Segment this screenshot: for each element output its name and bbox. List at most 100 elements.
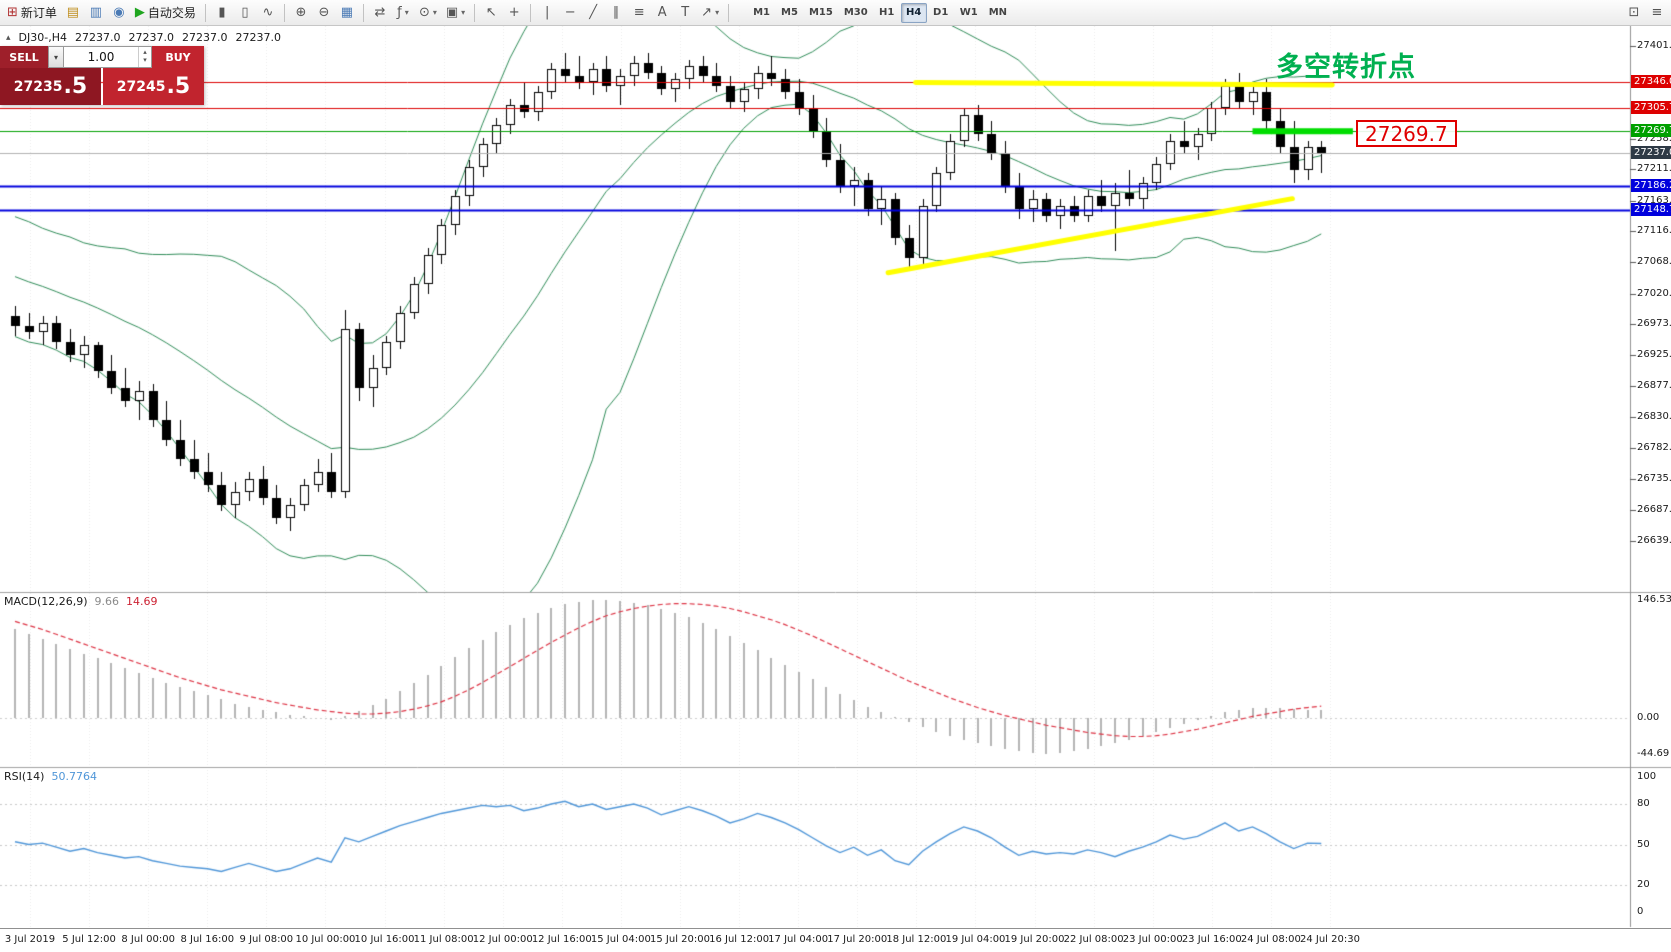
tf-w1[interactable]: W1 xyxy=(959,7,978,18)
price-tick-label: 27258.0 xyxy=(1637,133,1671,144)
autotrading-button[interactable]: ▶ 自动交易 xyxy=(131,2,200,24)
sell-button[interactable]: SELL xyxy=(0,46,48,68)
time-tick-label: 17 Jul 04:00 xyxy=(768,934,829,945)
rsi-scale-label: 0 xyxy=(1637,906,1644,917)
toolbar-separator xyxy=(728,3,730,22)
market-watch-button[interactable]: ▤ xyxy=(62,2,84,24)
stepper-up-icon[interactable]: ▴ xyxy=(143,48,147,57)
price-tick-label: 26735.0 xyxy=(1637,473,1671,484)
price-tick-label: 27211.0 xyxy=(1637,163,1671,174)
time-tick-label: 8 Jul 16:00 xyxy=(180,934,235,945)
toolbar-separator xyxy=(204,3,206,22)
bar-chart-button[interactable]: ▮ xyxy=(211,2,233,24)
tf-m15[interactable]: M15 xyxy=(808,7,833,18)
time-tick-label: 23 Jul 16:00 xyxy=(1181,934,1242,945)
price-tick-label: 26687.0 xyxy=(1637,504,1671,515)
data-window-button[interactable]: ▥ xyxy=(85,2,107,24)
time-tick-label: 17 Jul 20:00 xyxy=(827,934,888,945)
zoom-out-icon: ⊖ xyxy=(318,5,330,20)
autotrading-icon: ▶ xyxy=(134,5,145,20)
print-button[interactable]: ⊡ xyxy=(1628,5,1640,20)
price-close: 27237.0 xyxy=(235,31,281,44)
templates-icon: ▣ xyxy=(445,5,459,20)
chevron-down-icon: ▾ xyxy=(432,8,437,17)
tf-mn[interactable]: MN xyxy=(988,7,1008,18)
tf-h1[interactable]: H1 xyxy=(879,7,895,18)
zoom-out-button[interactable]: ⊖ xyxy=(313,2,335,24)
trendline-button[interactable]: ╱ xyxy=(582,2,604,24)
price-tick-label: 27020.0 xyxy=(1637,288,1671,299)
toolbar-label: 新订单 xyxy=(20,6,57,20)
rsi-scale-label: 20 xyxy=(1637,879,1650,890)
text-button[interactable]: A xyxy=(651,2,673,24)
channel-button[interactable]: ∥ xyxy=(605,2,627,24)
time-tick-label: 11 Jul 08:00 xyxy=(413,934,474,945)
price-tick-label: 26830.0 xyxy=(1637,411,1671,422)
periods-icon: ⊙ xyxy=(418,5,430,20)
navigator-button[interactable]: ◉ xyxy=(108,2,130,24)
sell-price[interactable]: 27235.5 xyxy=(0,68,101,105)
overflow-button[interactable]: ≡ xyxy=(1651,5,1663,20)
buy-button[interactable]: BUY xyxy=(152,46,204,68)
current-price-badge: 27237.0 xyxy=(1631,146,1671,159)
volume-stepper[interactable]: ▴ ▾ xyxy=(138,47,151,67)
cursor-button[interactable]: ↖ xyxy=(480,2,502,24)
time-tick-label: 24 Jul 08:00 xyxy=(1240,934,1301,945)
turning-point-annotation[interactable]: 多空转折点 xyxy=(1276,52,1416,83)
new-order-button[interactable]: ⊞ 新订单 xyxy=(3,2,61,24)
cursor-icon: ↖ xyxy=(485,5,497,20)
tf-m1[interactable]: M1 xyxy=(753,7,771,18)
chevron-down-icon: ▾ xyxy=(53,52,58,62)
zoom-in-icon: ⊕ xyxy=(295,5,307,20)
chart-marker-icon: ▴ xyxy=(6,32,11,43)
stepper-down-icon[interactable]: ▾ xyxy=(143,56,147,64)
time-tick-label: 5 Jul 12:00 xyxy=(62,934,116,945)
templates-button[interactable]: ▣ ▾ xyxy=(442,2,469,24)
fibonacci-button[interactable]: ≡ xyxy=(628,2,650,24)
tile-windows-icon: ▦ xyxy=(340,5,354,20)
price-level-badge: 27269.7 xyxy=(1631,124,1671,137)
sell-price-main: 27235 xyxy=(13,78,63,95)
tf-h4[interactable]: H4 xyxy=(900,2,927,23)
rsi-title-text: RSI(14) xyxy=(4,770,45,783)
price-tick-label: 27163.0 xyxy=(1637,195,1671,206)
indicators-button[interactable]: ƒ ▾ xyxy=(392,2,414,24)
crosshair-button[interactable]: + xyxy=(503,2,525,24)
text-icon: A xyxy=(657,5,667,20)
time-axis[interactable]: 3 Jul 2019 5 Jul 12:00 8 Jul 00:00 8 Jul 16… xyxy=(0,928,1671,952)
horizontal-line-icon: − xyxy=(564,5,576,20)
time-tick-label: 18 Jul 12:00 xyxy=(886,934,947,945)
rsi-scale-label: 100 xyxy=(1637,771,1657,782)
price-tick-label: 26877.0 xyxy=(1637,380,1671,391)
tf-d1[interactable]: D1 xyxy=(933,7,949,18)
toolbar-separator xyxy=(283,3,285,22)
bar-chart-icon: ▮ xyxy=(218,5,226,20)
time-tick-label: 22 Jul 08:00 xyxy=(1063,934,1124,945)
label-icon: T xyxy=(681,5,690,20)
line-chart-button[interactable]: ∿ xyxy=(257,2,279,24)
zoom-in-button[interactable]: ⊕ xyxy=(290,2,312,24)
periods-button[interactable]: ⊙ ▾ xyxy=(415,2,441,24)
candlestick-chart-icon: ▯ xyxy=(241,5,249,20)
label-button[interactable]: T xyxy=(674,2,696,24)
volume-field[interactable]: 1.00 ▴ ▾ xyxy=(64,46,152,68)
price-level-annotation-box[interactable]: 27269.7 xyxy=(1356,120,1457,147)
volume-preset-dropdown[interactable]: ▾ xyxy=(48,46,64,68)
time-tick-label: 15 Jul 20:00 xyxy=(650,934,710,945)
tf-m30[interactable]: M30 xyxy=(843,7,868,18)
crosshair-icon: + xyxy=(508,5,520,20)
auto-scroll-button[interactable]: ⇄ xyxy=(369,2,391,24)
rsi-scale-label: 80 xyxy=(1637,798,1650,809)
price-tick-label: 26973.0 xyxy=(1637,318,1671,329)
chart-canvas[interactable] xyxy=(0,26,1671,928)
shapes-button[interactable]: ↗ ▾ xyxy=(697,2,723,24)
buy-price[interactable]: 27245.5 xyxy=(103,68,204,105)
vertical-line-button[interactable]: | xyxy=(536,2,558,24)
symbol-ohlc-bar: ▴ DJ30-,H4 27237.0 27237.0 27237.0 27237… xyxy=(6,31,281,44)
price-low: 27237.0 xyxy=(181,31,228,44)
tile-windows-button[interactable]: ▦ xyxy=(336,2,358,24)
tf-m5[interactable]: M5 xyxy=(781,7,798,18)
candlestick-chart-button[interactable]: ▯ xyxy=(234,2,256,24)
horizontal-line-button[interactable]: − xyxy=(559,2,581,24)
